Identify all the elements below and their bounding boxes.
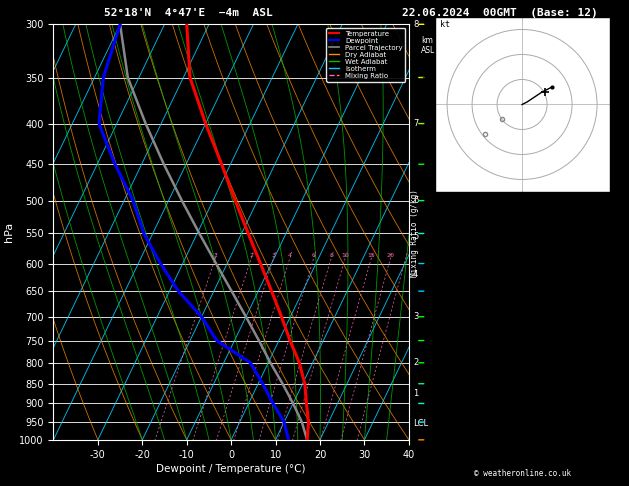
Text: Lifted Index: Lifted Index xyxy=(438,453,503,462)
Text: 52°18'N  4°47'E  −4m  ASL: 52°18'N 4°47'E −4m ASL xyxy=(104,8,273,18)
Text: 10: 10 xyxy=(342,253,349,258)
Text: 4: 4 xyxy=(604,453,609,462)
Text: 15: 15 xyxy=(367,253,376,258)
Text: Surface: Surface xyxy=(505,260,542,269)
Text: LCL: LCL xyxy=(413,419,428,429)
Text: 1: 1 xyxy=(214,253,218,258)
Text: 11: 11 xyxy=(598,202,609,210)
Text: Totals Totals: Totals Totals xyxy=(438,221,508,230)
Text: 1012: 1012 xyxy=(587,414,609,423)
Text: 5: 5 xyxy=(413,232,418,241)
Text: θₑ(K): θₑ(K) xyxy=(438,318,465,327)
Text: Temp (°C): Temp (°C) xyxy=(438,279,487,288)
Text: 4: 4 xyxy=(604,337,609,346)
Text: 22.06.2024  00GMT  (Base: 12): 22.06.2024 00GMT (Base: 12) xyxy=(402,8,598,18)
Text: 17.1: 17.1 xyxy=(587,279,609,288)
Text: 38: 38 xyxy=(598,221,609,230)
Text: Most Unstable: Most Unstable xyxy=(489,395,559,404)
Text: 20: 20 xyxy=(387,253,394,258)
Y-axis label: hPa: hPa xyxy=(4,222,14,242)
Text: Pressure (mb): Pressure (mb) xyxy=(438,414,508,423)
Text: 0: 0 xyxy=(604,472,609,481)
Text: Dewp (°C): Dewp (°C) xyxy=(438,298,487,307)
Text: km
ASL: km ASL xyxy=(421,35,435,55)
Text: 6: 6 xyxy=(312,253,316,258)
Text: 0: 0 xyxy=(604,356,609,365)
Text: 315: 315 xyxy=(593,434,609,443)
Text: 315: 315 xyxy=(593,318,609,327)
Text: θₑ (K): θₑ (K) xyxy=(438,434,470,443)
Text: K: K xyxy=(438,202,443,210)
Text: Lifted Index: Lifted Index xyxy=(438,337,503,346)
Text: CAPE (J): CAPE (J) xyxy=(438,356,481,365)
Text: 3: 3 xyxy=(272,253,276,258)
Text: 0: 0 xyxy=(604,376,609,384)
Text: CAPE (J): CAPE (J) xyxy=(438,472,481,481)
Text: CIN (J): CIN (J) xyxy=(438,376,476,384)
Text: 2.02: 2.02 xyxy=(587,240,609,249)
Text: 2: 2 xyxy=(413,358,418,367)
Text: kt: kt xyxy=(440,20,450,29)
Text: 8: 8 xyxy=(330,253,333,258)
Text: 4: 4 xyxy=(288,253,292,258)
Text: 3: 3 xyxy=(413,312,418,321)
Text: 4: 4 xyxy=(413,270,418,279)
Text: 6: 6 xyxy=(413,196,418,205)
Text: PW (cm): PW (cm) xyxy=(438,240,476,249)
Legend: Temperature, Dewpoint, Parcel Trajectory, Dry Adiabat, Wet Adiabat, Isotherm, Mi: Temperature, Dewpoint, Parcel Trajectory… xyxy=(326,28,405,82)
Text: © weatheronline.co.uk: © weatheronline.co.uk xyxy=(474,469,571,478)
Text: 1: 1 xyxy=(413,389,418,398)
Text: 12.9: 12.9 xyxy=(587,298,609,307)
Text: 8: 8 xyxy=(413,20,418,29)
Text: 7: 7 xyxy=(413,119,418,128)
X-axis label: Dewpoint / Temperature (°C): Dewpoint / Temperature (°C) xyxy=(157,464,306,474)
Text: 2: 2 xyxy=(250,253,253,258)
Text: Mixing Ratio (g/kg): Mixing Ratio (g/kg) xyxy=(410,190,419,277)
